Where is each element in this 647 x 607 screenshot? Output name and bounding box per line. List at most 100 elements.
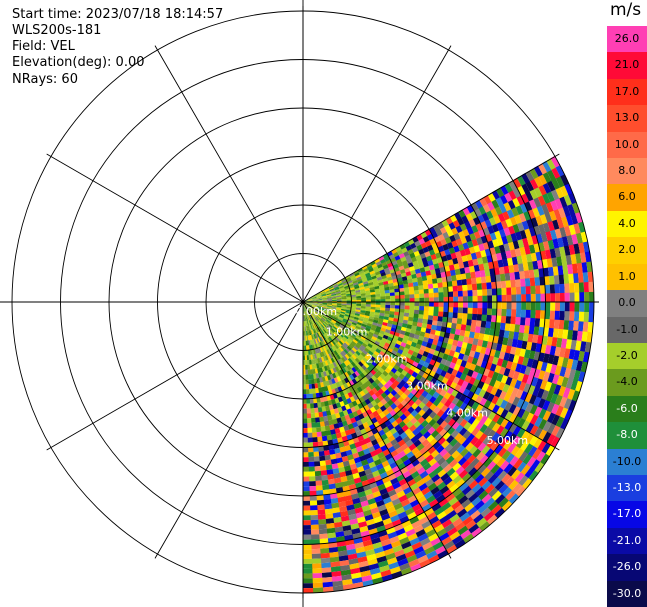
velocity-gate — [304, 321, 306, 327]
velocity-gate — [357, 319, 364, 324]
velocity-gate — [344, 313, 350, 317]
velocity-gate — [436, 320, 443, 327]
velocity-gate — [438, 311, 444, 317]
velocity-gate — [552, 265, 559, 276]
velocity-gate — [319, 533, 329, 540]
velocity-gate — [329, 488, 338, 495]
velocity-gate — [525, 422, 535, 433]
velocity-gate — [456, 279, 463, 286]
velocity-gate — [313, 402, 319, 409]
velocity-gate — [328, 342, 333, 348]
velocity-gate — [317, 303, 323, 305]
velocity-gate — [491, 238, 499, 248]
velocity-gate — [310, 344, 314, 350]
velocity-gate — [583, 311, 590, 322]
velocity-gate — [317, 436, 323, 442]
velocity-gate — [410, 563, 423, 572]
velocity-gate — [354, 506, 364, 514]
velocity-gate — [314, 310, 319, 315]
velocity-gate — [385, 304, 391, 309]
velocity-gate — [320, 401, 326, 408]
velocity-gate — [537, 194, 546, 206]
velocity-gate — [471, 527, 483, 538]
velocity-gate — [561, 215, 569, 228]
velocity-gate — [362, 280, 369, 285]
velocity-gate — [560, 337, 568, 349]
velocity-gate — [547, 327, 554, 338]
velocity-gate — [326, 308, 331, 311]
velocity-gate — [364, 468, 373, 476]
velocity-gate — [423, 305, 430, 311]
velocity-gate — [578, 310, 585, 322]
velocity-gate — [495, 321, 501, 330]
velocity-gate — [583, 281, 589, 293]
velocity-gate — [380, 271, 387, 277]
velocity-gate — [362, 388, 369, 395]
velocity-gate — [521, 340, 528, 350]
velocity-gate — [487, 419, 497, 430]
velocity-gate — [427, 278, 433, 285]
velocity-gate — [497, 446, 508, 458]
velocity-gate — [329, 321, 335, 326]
velocity-gate — [334, 312, 340, 316]
velocity-gate — [400, 466, 409, 475]
velocity-gate — [321, 351, 325, 357]
velocity-gate — [327, 537, 338, 544]
azimuth-spoke — [46, 301, 304, 451]
velocity-gate — [552, 237, 560, 249]
velocity-gate — [377, 504, 388, 512]
velocity-gate — [341, 303, 347, 306]
velocity-gate — [309, 308, 314, 313]
velocity-gate — [354, 287, 360, 291]
velocity-gate — [370, 450, 378, 458]
velocity-gate — [565, 377, 574, 389]
velocity-gate — [552, 373, 560, 385]
velocity-gate — [440, 357, 448, 366]
velocity-gate — [326, 374, 332, 381]
velocity-gate — [326, 338, 331, 344]
velocity-gate — [327, 532, 337, 539]
velocity-gate — [541, 203, 550, 215]
velocity-gate — [443, 423, 452, 432]
velocity-gate — [359, 311, 366, 316]
velocity-gate — [345, 291, 351, 295]
velocity-gate — [514, 323, 521, 333]
velocity-gate — [381, 573, 394, 582]
velocity-gate — [510, 316, 516, 325]
velocity-gate — [439, 226, 447, 234]
velocity-gate — [459, 249, 467, 257]
velocity-gate — [384, 367, 392, 374]
velocity-gate — [456, 444, 466, 454]
velocity-gate — [461, 485, 473, 496]
velocity-gate — [310, 514, 319, 521]
velocity-gate — [309, 480, 317, 487]
velocity-gate — [507, 394, 516, 405]
velocity-gate — [454, 521, 467, 532]
velocity-gate — [479, 269, 486, 278]
velocity-gate — [345, 387, 352, 394]
velocity-gate — [326, 364, 331, 371]
velocity-gate — [316, 294, 321, 297]
velocity-gate — [452, 219, 460, 228]
velocity-gate — [327, 337, 332, 343]
velocity-gate — [346, 345, 352, 351]
velocity-gate — [546, 335, 553, 346]
velocity-gate — [541, 335, 549, 345]
velocity-gate — [322, 355, 327, 362]
velocity-gate — [362, 463, 371, 471]
velocity-gate — [347, 357, 354, 364]
velocity-gate — [352, 359, 359, 366]
velocity-gate — [375, 499, 386, 508]
velocity-gate — [529, 424, 539, 436]
velocity-gate — [413, 439, 422, 448]
velocity-gate — [313, 323, 317, 329]
colorbar-tick-label: -2.0 — [616, 348, 638, 362]
velocity-gate — [343, 360, 349, 367]
velocity-gate — [351, 332, 357, 338]
velocity-gate — [360, 570, 372, 578]
velocity-gate — [448, 291, 454, 297]
velocity-gate — [488, 334, 495, 343]
velocity-gate — [559, 395, 568, 408]
velocity-gate — [321, 386, 326, 393]
velocity-gate — [468, 265, 475, 273]
